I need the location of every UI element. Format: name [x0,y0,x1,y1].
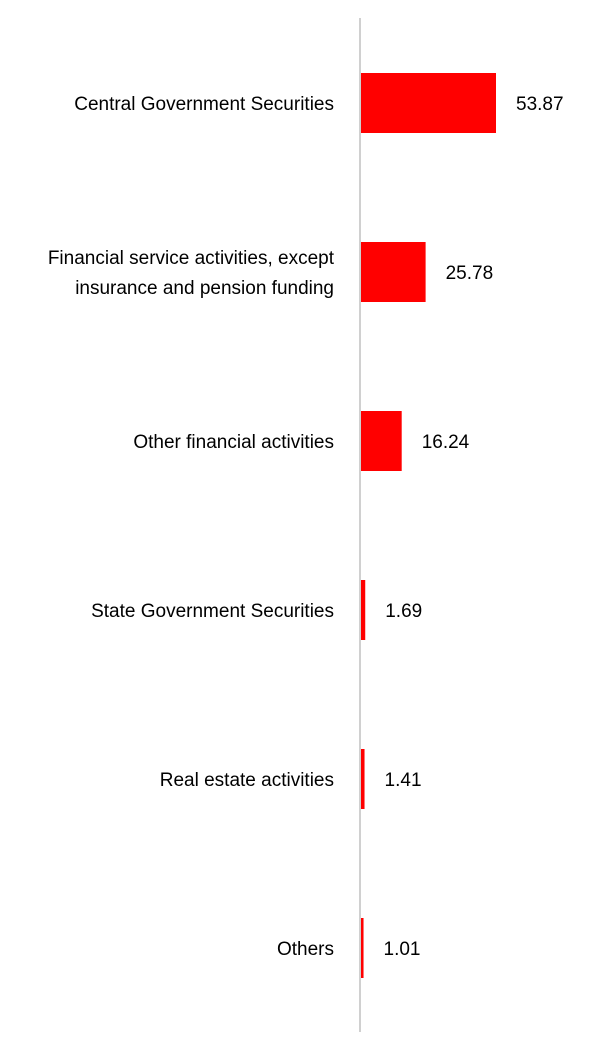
bar [361,242,426,302]
category-label: State Government Securities [91,601,334,622]
bar [361,749,365,809]
bar-value-label: 1.69 [385,601,422,622]
category-labels-group: Central Government Securities Financial s… [48,94,335,960]
bar [361,73,496,133]
bar-value-label: 1.41 [385,770,422,791]
bar [361,411,402,471]
category-label: Others [277,939,334,960]
bar-value-label: 1.01 [384,939,421,960]
category-label: Central Government Securities [74,94,334,115]
category-label: insurance and pension funding [75,278,334,299]
bars-group [361,73,496,978]
category-label: Real estate activities [160,770,334,791]
bar [361,918,364,978]
category-label: Financial service activities, except [48,248,335,269]
bar-value-label: 25.78 [446,263,494,284]
bar [361,580,366,640]
bar-value-label: 16.24 [422,432,470,453]
category-label: Other financial activities [133,432,334,453]
bar-value-label: 53.87 [516,94,564,115]
value-labels-group: 53.87 25.78 16.24 1.69 1.41 1.01 [384,94,564,960]
